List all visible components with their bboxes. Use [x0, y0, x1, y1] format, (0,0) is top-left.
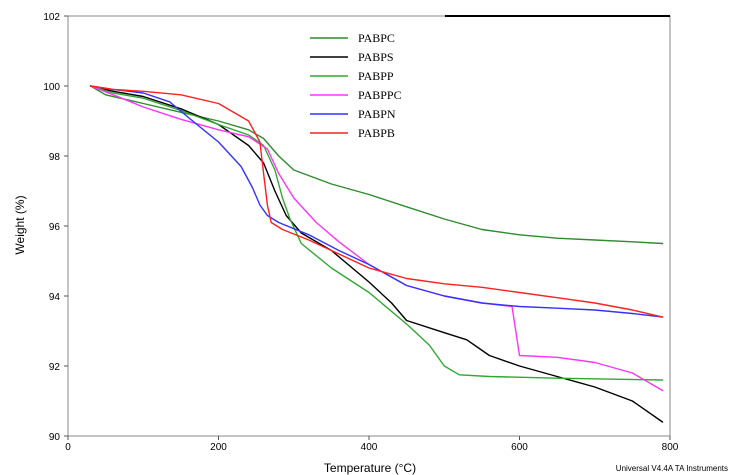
legend-group: PABPC PABPS PABPP PABPPC PABPN PABPB [310, 31, 402, 140]
x-tick-label: 800 [662, 442, 679, 453]
y-tick-label: 92 [49, 362, 61, 373]
y-tick-label: 102 [43, 12, 60, 23]
legend-label-pabppc: PABPPC [358, 88, 402, 102]
legend-label-pabps: PABPS [358, 50, 394, 64]
x-tick-label: 200 [210, 442, 227, 453]
series-line-pabpp [89, 85, 664, 381]
x-tick-label: 0 [65, 442, 71, 453]
ticks-group: 0 200 400 600 800 90 92 94 96 98 100 102 [43, 12, 678, 453]
footer-note: Universal V4.4A TA Instruments [616, 464, 728, 473]
series-line-pabpc [89, 85, 664, 245]
legend-label-pabpp: PABPP [358, 69, 394, 83]
y-axis-label: Weight (%) [13, 195, 27, 254]
x-tick-label: 600 [511, 442, 528, 453]
legend-label-pabpn: PABPN [358, 107, 396, 121]
y-tick-label: 90 [49, 432, 61, 443]
y-tick-label: 98 [49, 152, 61, 163]
y-tick-label: 100 [43, 82, 60, 93]
series-line-pabppc [89, 85, 664, 392]
series-group [89, 85, 664, 423]
legend-label-pabpc: PABPC [358, 31, 395, 45]
y-tick-label: 96 [49, 222, 61, 233]
series-line-pabpb [89, 85, 664, 318]
x-axis-label: Temperature (°C) [324, 461, 416, 475]
series-line-pabpn [89, 85, 664, 318]
series-line-pabps [89, 85, 664, 423]
x-tick-label: 400 [361, 442, 378, 453]
legend-label-pabpb: PABPB [358, 126, 395, 140]
y-tick-label: 94 [49, 292, 61, 303]
